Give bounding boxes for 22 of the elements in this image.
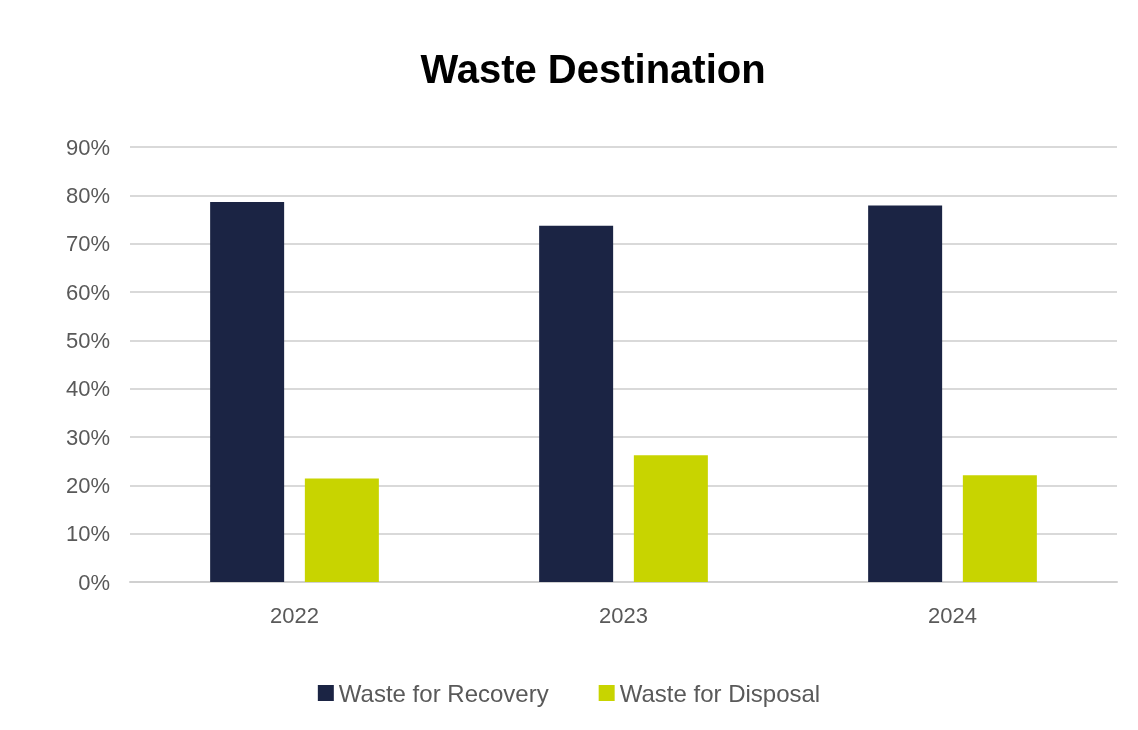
bar: [962, 475, 1037, 582]
legend-label: Waste for Recovery: [338, 679, 549, 707]
y-tick-label: 10%: [65, 521, 110, 547]
chart-title: Waste Destination: [420, 47, 766, 91]
y-tick-label: 0%: [78, 569, 110, 595]
bar: [539, 225, 614, 582]
bar: [633, 455, 708, 582]
x-tick-label: 2023: [599, 602, 648, 628]
legend-label: Waste for Disposal: [619, 679, 821, 707]
y-tick-label: 30%: [65, 424, 110, 450]
y-tick-label: 90%: [65, 134, 110, 160]
bar: [304, 478, 379, 582]
y-tick-label: 70%: [65, 231, 110, 257]
bar: [210, 202, 285, 582]
bar: [868, 205, 943, 582]
y-tick-label: 50%: [65, 327, 110, 353]
y-tick-label: 40%: [65, 376, 110, 402]
x-tick-label: 2022: [270, 602, 319, 628]
y-tick-label: 80%: [65, 182, 110, 208]
y-tick-label: 60%: [65, 279, 110, 305]
y-tick-label: 20%: [65, 472, 110, 498]
x-tick-label: 2024: [928, 602, 977, 628]
